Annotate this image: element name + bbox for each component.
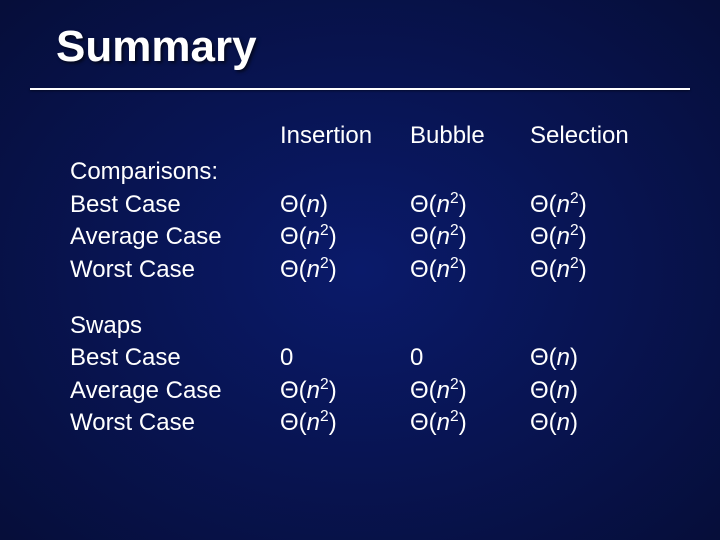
table-row: Worst Case Θ(n2) Θ(n2) Θ(n) <box>70 407 670 439</box>
header-spacer <box>70 120 280 152</box>
section-heading-row: Comparisons: <box>70 156 670 188</box>
row-label: Best Case <box>70 342 280 374</box>
cell: Θ(n2) <box>280 407 410 439</box>
cell: Θ(n2) <box>410 221 530 253</box>
row-label: Worst Case <box>70 254 280 286</box>
cell: Θ(n2) <box>530 189 660 221</box>
cell: 0 <box>280 342 410 374</box>
section-gap <box>70 286 670 310</box>
cell: Θ(n2) <box>530 221 660 253</box>
title-underline <box>30 88 690 90</box>
table-row: Average Case Θ(n2) Θ(n2) Θ(n2) <box>70 221 670 253</box>
table-row: Best Case 0 0 Θ(n) <box>70 342 670 374</box>
cell: Θ(n2) <box>280 221 410 253</box>
cell: Θ(n2) <box>280 254 410 286</box>
row-label: Average Case <box>70 221 280 253</box>
cell: Θ(n) <box>530 407 660 439</box>
cell: Θ(n2) <box>280 375 410 407</box>
column-header-row: Insertion Bubble Selection <box>70 120 670 152</box>
table-row: Worst Case Θ(n2) Θ(n2) Θ(n2) <box>70 254 670 286</box>
cell: Θ(n2) <box>410 254 530 286</box>
table-row: Best Case Θ(n) Θ(n2) Θ(n2) <box>70 189 670 221</box>
row-label: Worst Case <box>70 407 280 439</box>
row-label: Average Case <box>70 375 280 407</box>
section-heading: Comparisons: <box>70 156 280 188</box>
cell: 0 <box>410 342 530 374</box>
cell: Θ(n2) <box>410 407 530 439</box>
slide: Summary Insertion Bubble Selection Compa… <box>0 0 720 540</box>
cell: Θ(n2) <box>410 375 530 407</box>
content-area: Insertion Bubble Selection Comparisons: … <box>70 120 670 440</box>
cell: Θ(n) <box>280 189 410 221</box>
section-heading: Swaps <box>70 310 280 342</box>
slide-title: Summary <box>56 22 257 72</box>
column-header: Bubble <box>410 120 530 152</box>
section-heading-row: Swaps <box>70 310 670 342</box>
column-header: Insertion <box>280 120 410 152</box>
cell: Θ(n) <box>530 342 660 374</box>
column-header: Selection <box>530 120 660 152</box>
table-row: Average Case Θ(n2) Θ(n2) Θ(n) <box>70 375 670 407</box>
row-label: Best Case <box>70 189 280 221</box>
cell: Θ(n2) <box>410 189 530 221</box>
cell: Θ(n) <box>530 375 660 407</box>
cell: Θ(n2) <box>530 254 660 286</box>
